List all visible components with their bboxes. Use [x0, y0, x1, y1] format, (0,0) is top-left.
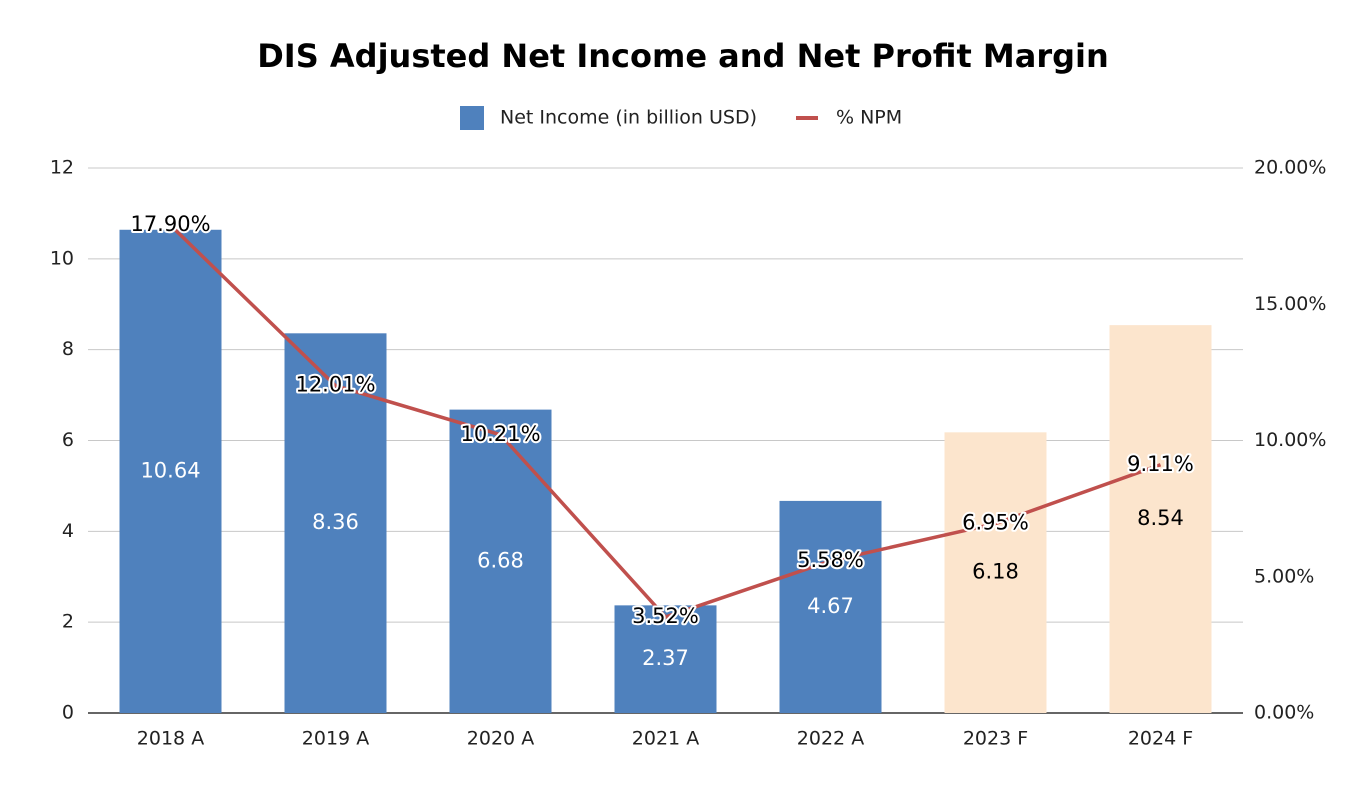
- x-tick-label: 2023 F: [963, 728, 1028, 750]
- line-value-label: 10.21%: [460, 422, 540, 446]
- x-tick-label: 2022 A: [797, 728, 864, 750]
- line-value-label: 3.52%: [632, 604, 699, 628]
- y2-tick-label: 20.00%: [1254, 157, 1326, 179]
- x-tick-label: 2021 A: [632, 728, 699, 750]
- y2-tick-label: 10.00%: [1254, 429, 1326, 451]
- bar: [944, 432, 1047, 713]
- bar-value-label: 10.64: [140, 458, 200, 482]
- line-value-label: 9.11%: [1127, 452, 1194, 476]
- y-tick-label: 6: [62, 429, 74, 451]
- line-value-label: 17.90%: [130, 212, 210, 236]
- y-tick-label: 8: [62, 338, 74, 360]
- x-tick-label: 2024 F: [1128, 728, 1193, 750]
- legend-swatch: [460, 106, 484, 130]
- chart-title: DIS Adjusted Net Income and Net Profit M…: [257, 37, 1109, 75]
- x-tick-label: 2020 A: [467, 728, 534, 750]
- bar: [119, 229, 222, 713]
- bar-value-label: 6.18: [972, 560, 1019, 584]
- bar: [614, 605, 717, 713]
- line-value-label: 6.95%: [962, 511, 1029, 535]
- legend-label: Net Income (in billion USD): [500, 107, 757, 129]
- line: [169, 223, 1162, 620]
- bar-value-label: 8.54: [1137, 506, 1184, 530]
- y2-tick-label: 0.00%: [1254, 702, 1314, 724]
- line-value-label: 12.01%: [295, 373, 375, 397]
- y-tick-label: 10: [50, 247, 74, 269]
- bar-value-label: 4.67: [807, 594, 854, 618]
- bar: [1109, 325, 1212, 713]
- bar-value-label: 8.36: [312, 510, 359, 534]
- y2-tick-label: 15.00%: [1254, 293, 1326, 315]
- bar: [449, 409, 552, 713]
- y-tick-label: 12: [50, 157, 74, 179]
- bar: [779, 500, 882, 713]
- line-value-label: 5.58%: [797, 548, 864, 572]
- bar-value-label: 6.68: [477, 548, 524, 572]
- x-tick-label: 2019 A: [302, 728, 369, 750]
- legend-label: % NPM: [836, 107, 902, 129]
- y-tick-label: 2: [62, 611, 74, 633]
- bar-value-label: 2.37: [642, 646, 689, 670]
- y2-tick-label: 5.00%: [1254, 565, 1314, 587]
- x-tick-label: 2018 A: [137, 728, 204, 750]
- y-tick-label: 4: [62, 520, 74, 542]
- y-tick-label: 0: [62, 702, 74, 724]
